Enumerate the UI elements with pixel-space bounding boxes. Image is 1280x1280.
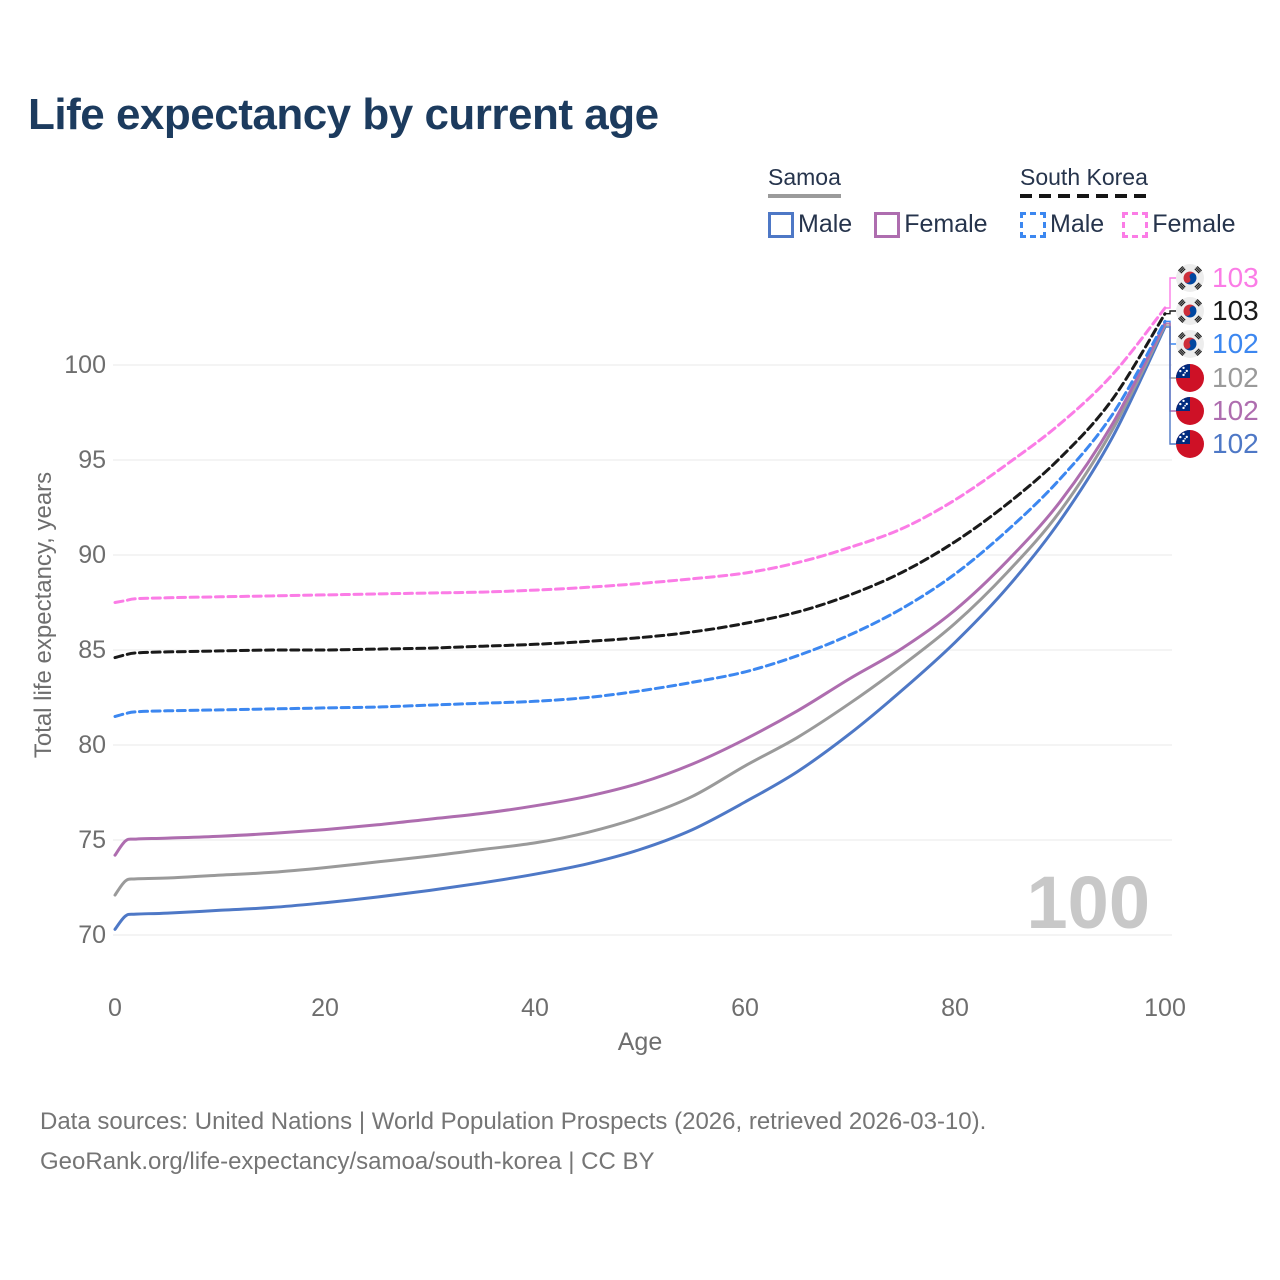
leader-line bbox=[1166, 322, 1176, 412]
leader-line bbox=[1166, 324, 1176, 379]
x-tick-label: 60 bbox=[731, 994, 759, 1022]
watermark-age-100: 100 bbox=[1026, 861, 1150, 944]
series-line-samoa-both-sexes bbox=[113, 323, 1167, 897]
end-label-south-korea-male: 102 bbox=[1176, 330, 1259, 358]
south-korea-flag-icon bbox=[1176, 264, 1204, 292]
legend-south-korea-male-label[interactable]: Male bbox=[1050, 210, 1105, 238]
y-tick-label: 80 bbox=[78, 731, 106, 759]
leader-line bbox=[1166, 310, 1176, 315]
x-tick-label: 100 bbox=[1144, 994, 1186, 1022]
samoa-flag-icon bbox=[1176, 430, 1204, 458]
samoa-flag-icon bbox=[1176, 364, 1204, 392]
series-line-south-korea-male bbox=[113, 319, 1167, 718]
leader-line bbox=[1166, 277, 1176, 309]
x-tick-label: 0 bbox=[108, 994, 122, 1022]
y-tick-label: 90 bbox=[78, 541, 106, 569]
end-label-south-korea-female: 103 bbox=[1176, 264, 1259, 292]
end-value: 102 bbox=[1212, 328, 1259, 359]
series-line-samoa-male bbox=[113, 325, 1167, 931]
legend-samoa-header[interactable]: Samoa bbox=[768, 164, 841, 198]
legend-samoa: Samoa Male Female bbox=[768, 164, 988, 239]
end-label-samoa-female: 102 bbox=[1176, 397, 1259, 425]
end-value: 102 bbox=[1212, 362, 1259, 393]
legend-south-korea-female-label[interactable]: Female bbox=[1152, 210, 1236, 238]
legend-samoa-female-swatch[interactable] bbox=[874, 211, 901, 238]
legend-samoa-line-sample bbox=[768, 194, 841, 198]
y-tick-label: 70 bbox=[78, 921, 106, 949]
leader-line bbox=[1166, 326, 1176, 445]
end-value: 102 bbox=[1212, 428, 1259, 459]
legend-samoa-male-label[interactable]: Male bbox=[798, 210, 853, 238]
end-label-samoa-male: 102 bbox=[1176, 430, 1259, 458]
legend-samoa-female-label[interactable]: Female bbox=[904, 210, 988, 238]
x-tick-label: 40 bbox=[521, 994, 549, 1022]
south-korea-flag-icon bbox=[1176, 330, 1204, 358]
legend-south-korea: South Korea Male Female bbox=[1020, 164, 1236, 239]
legend-samoa-title[interactable]: Samoa bbox=[768, 164, 841, 190]
end-label-south-korea-total: 103 bbox=[1176, 297, 1259, 325]
series-line-south-korea-both-sexes bbox=[113, 312, 1167, 660]
y-tick-label: 75 bbox=[78, 826, 106, 854]
y-tick-label: 100 bbox=[64, 351, 106, 379]
legend-samoa-male-swatch[interactable] bbox=[768, 211, 794, 238]
legend-south-korea-line-sample bbox=[1020, 194, 1148, 198]
attribution-text: GeoRank.org/life-expectancy/samoa/south-… bbox=[40, 1148, 655, 1175]
end-value: 103 bbox=[1212, 295, 1259, 326]
end-label-samoa-total: 102 bbox=[1176, 364, 1259, 392]
series-line-south-korea-female bbox=[113, 306, 1167, 604]
legend-south-korea-header[interactable]: South Korea bbox=[1020, 164, 1148, 198]
legend-south-korea-title[interactable]: South Korea bbox=[1020, 164, 1148, 190]
x-tick-label: 80 bbox=[941, 994, 969, 1022]
page-title: Life expectancy by current age bbox=[28, 90, 659, 139]
end-value: 102 bbox=[1212, 395, 1259, 426]
x-tick-label: 20 bbox=[311, 994, 339, 1022]
data-sources-text: Data sources: United Nations | World Pop… bbox=[40, 1108, 987, 1135]
legend-south-korea-male-swatch[interactable] bbox=[1020, 211, 1046, 238]
x-axis-title: Age bbox=[617, 1028, 663, 1056]
legend-south-korea-female-swatch[interactable] bbox=[1122, 211, 1149, 238]
y-tick-label: 85 bbox=[78, 636, 106, 664]
south-korea-flag-icon bbox=[1176, 297, 1204, 325]
end-value: 103 bbox=[1212, 262, 1259, 293]
samoa-flag-icon bbox=[1176, 397, 1204, 425]
y-tick-label: 95 bbox=[78, 446, 106, 474]
series-line-samoa-female bbox=[113, 321, 1167, 857]
